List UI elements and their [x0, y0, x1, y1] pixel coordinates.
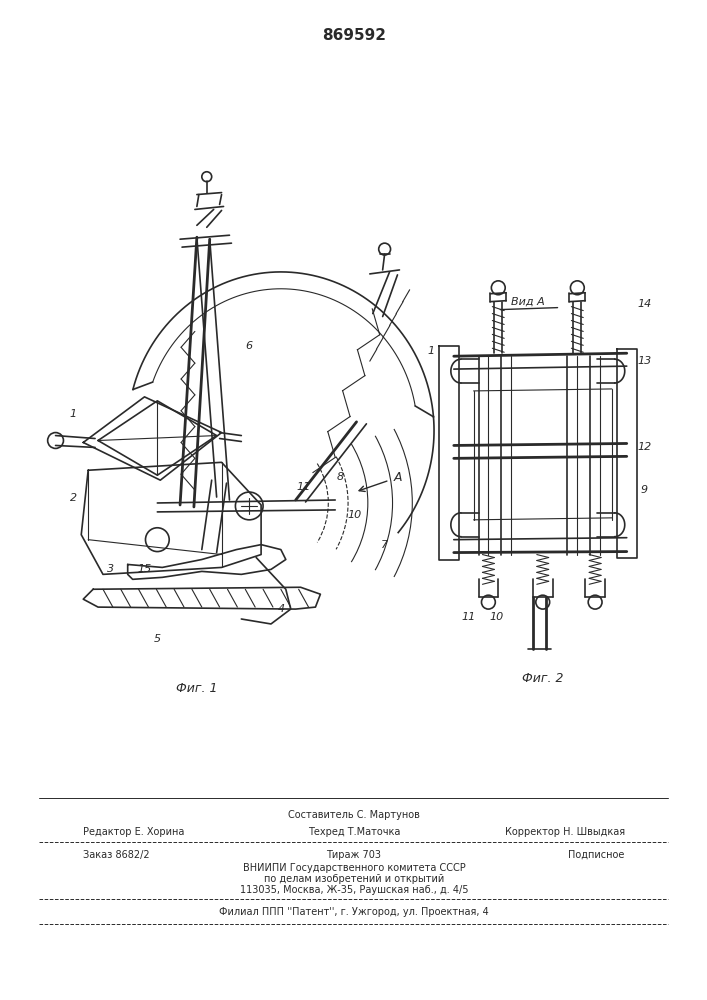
Text: Подписное: Подписное	[568, 850, 625, 860]
Text: 1: 1	[428, 346, 435, 356]
Text: 10: 10	[489, 612, 503, 622]
Text: 11: 11	[462, 612, 476, 622]
Text: 1: 1	[70, 409, 77, 419]
Text: 2: 2	[70, 493, 77, 503]
Text: Вид А: Вид А	[511, 297, 545, 307]
Text: Техред Т.Маточка: Техред Т.Маточка	[308, 827, 400, 837]
Text: Корректор Н. Швыдкая: Корректор Н. Швыдкая	[505, 827, 625, 837]
Text: ВНИИПИ Государственного комитета СССР: ВНИИПИ Государственного комитета СССР	[243, 863, 465, 873]
Text: 9: 9	[641, 485, 648, 495]
Text: A: A	[393, 471, 402, 484]
Text: Редактор Е. Хорина: Редактор Е. Хорина	[83, 827, 185, 837]
Text: Заказ 8682/2: Заказ 8682/2	[83, 850, 150, 860]
Text: 14: 14	[638, 299, 652, 309]
Text: Фиг. 2: Фиг. 2	[522, 672, 563, 685]
Text: Составитель С. Мартунов: Составитель С. Мартунов	[288, 810, 420, 820]
Text: по делам изобретений и открытий: по делам изобретений и открытий	[264, 874, 444, 884]
Text: 5: 5	[154, 634, 161, 644]
Text: 13: 13	[638, 356, 652, 366]
Text: Тираж 703: Тираж 703	[327, 850, 382, 860]
Text: 12: 12	[638, 442, 652, 452]
Text: 6: 6	[245, 341, 253, 351]
Text: 7: 7	[381, 540, 388, 550]
Text: 10: 10	[348, 510, 362, 520]
Text: 3: 3	[107, 564, 115, 574]
Text: Фиг. 1: Фиг. 1	[176, 682, 218, 695]
Text: 11: 11	[296, 482, 310, 492]
Text: Филиал ППП ''Патент'', г. Ужгород, ул. Проектная, 4: Филиал ППП ''Патент'', г. Ужгород, ул. П…	[219, 907, 489, 917]
Text: 8: 8	[337, 472, 344, 482]
Text: 4: 4	[277, 604, 284, 614]
Text: 15: 15	[137, 564, 151, 574]
Text: 113035, Москва, Ж-35, Раушская наб., д. 4/5: 113035, Москва, Ж-35, Раушская наб., д. …	[240, 885, 468, 895]
Text: 869592: 869592	[322, 28, 386, 43]
